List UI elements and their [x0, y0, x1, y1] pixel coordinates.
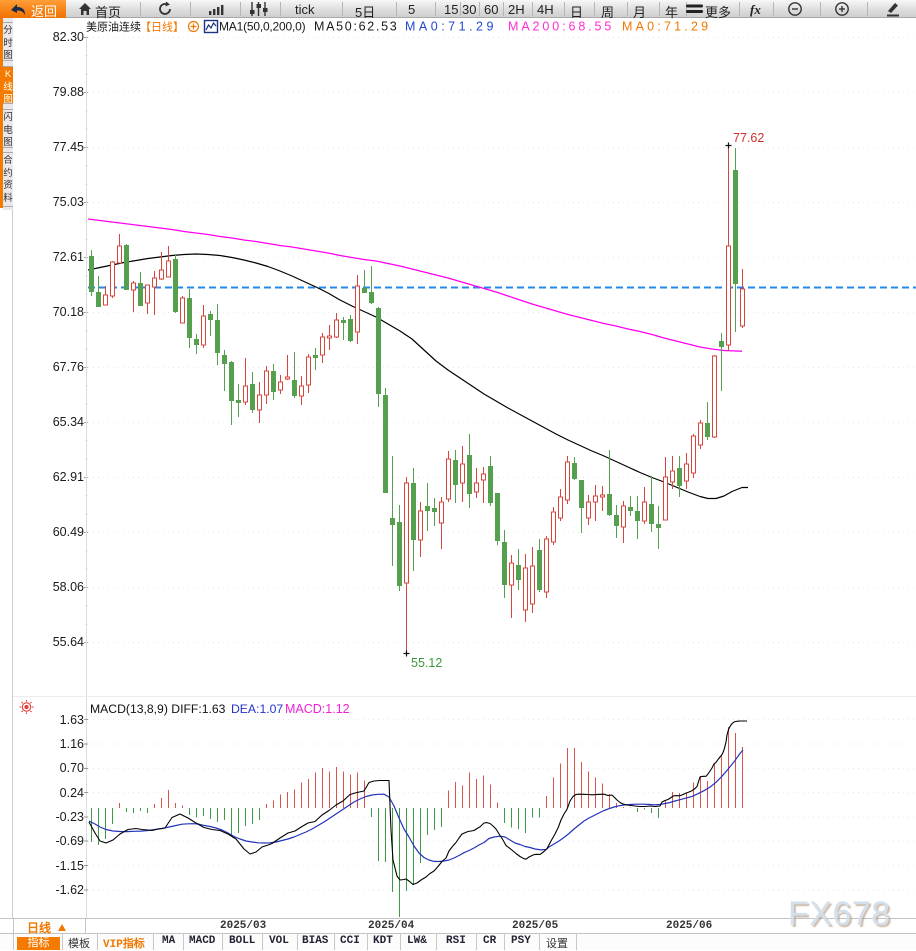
svg-text:-1.15: -1.15 [56, 859, 85, 873]
svg-text:70.18: 70.18 [53, 305, 84, 319]
svg-text:0.24: 0.24 [60, 786, 84, 800]
svg-text:55.64: 55.64 [53, 635, 84, 649]
svg-text:62.91: 62.91 [53, 470, 84, 484]
svg-text:75.03: 75.03 [53, 195, 84, 209]
svg-text:65.34: 65.34 [53, 415, 84, 429]
svg-text:-0.23: -0.23 [56, 810, 85, 824]
svg-text:72.61: 72.61 [53, 250, 84, 264]
svg-text:【日线】: 【日线】 [140, 20, 184, 34]
svg-text:0.70: 0.70 [60, 761, 84, 775]
svg-text:79.88: 79.88 [53, 85, 84, 99]
svg-text:1.63: 1.63 [60, 713, 84, 727]
svg-text:MA50:62.53: MA50:62.53 [314, 20, 398, 34]
svg-text:MA0:71.29: MA0:71.29 [405, 20, 497, 34]
svg-text:美原油连续: 美原油连续 [86, 20, 141, 34]
svg-text:55.12: 55.12 [411, 656, 442, 670]
svg-text:77.45: 77.45 [53, 140, 84, 154]
svg-text:82.30: 82.30 [53, 30, 84, 44]
svg-text:-0.69: -0.69 [56, 834, 85, 848]
svg-text:DEA:1.07: DEA:1.07 [231, 702, 283, 716]
svg-text:60.49: 60.49 [53, 525, 84, 539]
svg-text:1.16: 1.16 [60, 737, 84, 751]
svg-text:67.76: 67.76 [53, 360, 84, 374]
svg-text:MA200:68.55: MA200:68.55 [508, 20, 614, 34]
svg-text:MA0:71.29: MA0:71.29 [622, 20, 711, 34]
svg-text:MACD:1.12: MACD:1.12 [285, 702, 350, 716]
svg-text:77.62: 77.62 [733, 131, 764, 145]
svg-text:-1.62: -1.62 [56, 883, 85, 897]
svg-text:MA1(50,0,200,0): MA1(50,0,200,0) [219, 20, 306, 34]
svg-text:MACD(13,8,9) DIFF:1.63: MACD(13,8,9) DIFF:1.63 [90, 702, 226, 716]
svg-text:58.06: 58.06 [53, 580, 84, 594]
